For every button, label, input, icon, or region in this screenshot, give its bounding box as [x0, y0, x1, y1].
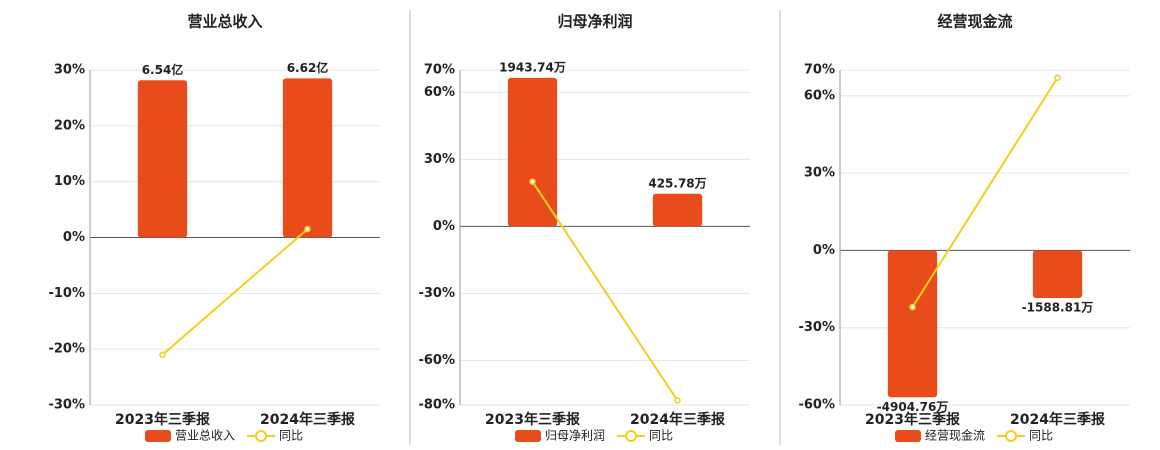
y-tick-label: 30% [424, 152, 455, 167]
data-label: 1943.74万 [499, 60, 566, 74]
line [161, 228, 309, 356]
y-tick-label: -60% [418, 353, 455, 368]
data-label: 6.54亿 [142, 62, 184, 77]
y-tick-label: 60% [804, 88, 835, 103]
x-tick-label: 2023年三季报 [485, 411, 580, 428]
legend-label: 归母净利润 [545, 429, 605, 443]
y-tick-label: 60% [424, 85, 455, 100]
data-label: 425.78万 [648, 176, 706, 190]
y-tick-label: 70% [804, 63, 835, 78]
bar [282, 78, 333, 238]
y-tick-label: -10% [48, 286, 85, 301]
y-tick-label: 20% [54, 118, 85, 133]
bar [887, 250, 938, 398]
x-tick-label: 2024年三季报 [260, 411, 355, 428]
x-tick-label: 2024年三季报 [1010, 411, 1105, 428]
legend-label: 同比 [649, 429, 673, 443]
legend-swatch [895, 430, 921, 442]
legend-label: 同比 [1029, 429, 1053, 443]
bar [1032, 250, 1083, 298]
y-tick-label: 70% [424, 63, 455, 78]
x-tick-label: 2023年三季报 [115, 411, 210, 428]
line-point [159, 351, 166, 358]
y-tick-label: -20% [48, 342, 85, 357]
line-point [1054, 74, 1061, 81]
data-label: -4904.76万 [877, 400, 949, 414]
y-tick-label: 30% [54, 63, 85, 78]
x-tick-label: 2023年三季报 [865, 411, 960, 428]
legend-swatch [255, 430, 268, 442]
y-tick-label: -60% [798, 398, 835, 413]
data-label: 6.62亿 [287, 60, 329, 75]
bar [652, 193, 703, 227]
line-point [529, 178, 536, 185]
x-tick-label: 2024年三季报 [630, 411, 725, 428]
bar [137, 80, 188, 238]
line-point [304, 225, 311, 233]
legend-label: 同比 [279, 429, 303, 443]
legend-swatch [515, 430, 541, 442]
legend-swatch [625, 430, 638, 442]
chart-title: 归母净利润 [557, 13, 632, 31]
y-tick-label: 10% [54, 174, 85, 189]
line [911, 77, 1059, 308]
legend-swatch [1005, 430, 1018, 442]
legend-label: 营业总收入 [175, 429, 235, 443]
y-tick-label: 0% [433, 219, 455, 234]
legend-label: 经营现金流 [925, 428, 985, 443]
line [531, 181, 679, 402]
y-tick-label: 0% [813, 243, 835, 258]
data-label: -1588.81万 [1022, 300, 1094, 314]
y-tick-label: -30% [48, 398, 85, 413]
y-tick-label: -80% [418, 398, 455, 413]
y-tick-label: -30% [798, 320, 835, 335]
bar [507, 77, 558, 227]
y-tick-label: 0% [63, 230, 85, 245]
line-point [674, 397, 681, 404]
legend-swatch [145, 430, 171, 442]
chart-title: 经营现金流 [937, 13, 1012, 31]
y-tick-label: -30% [418, 286, 455, 301]
chart-title: 营业总收入 [187, 13, 262, 31]
y-tick-label: 30% [804, 166, 835, 181]
line-point [909, 303, 916, 311]
